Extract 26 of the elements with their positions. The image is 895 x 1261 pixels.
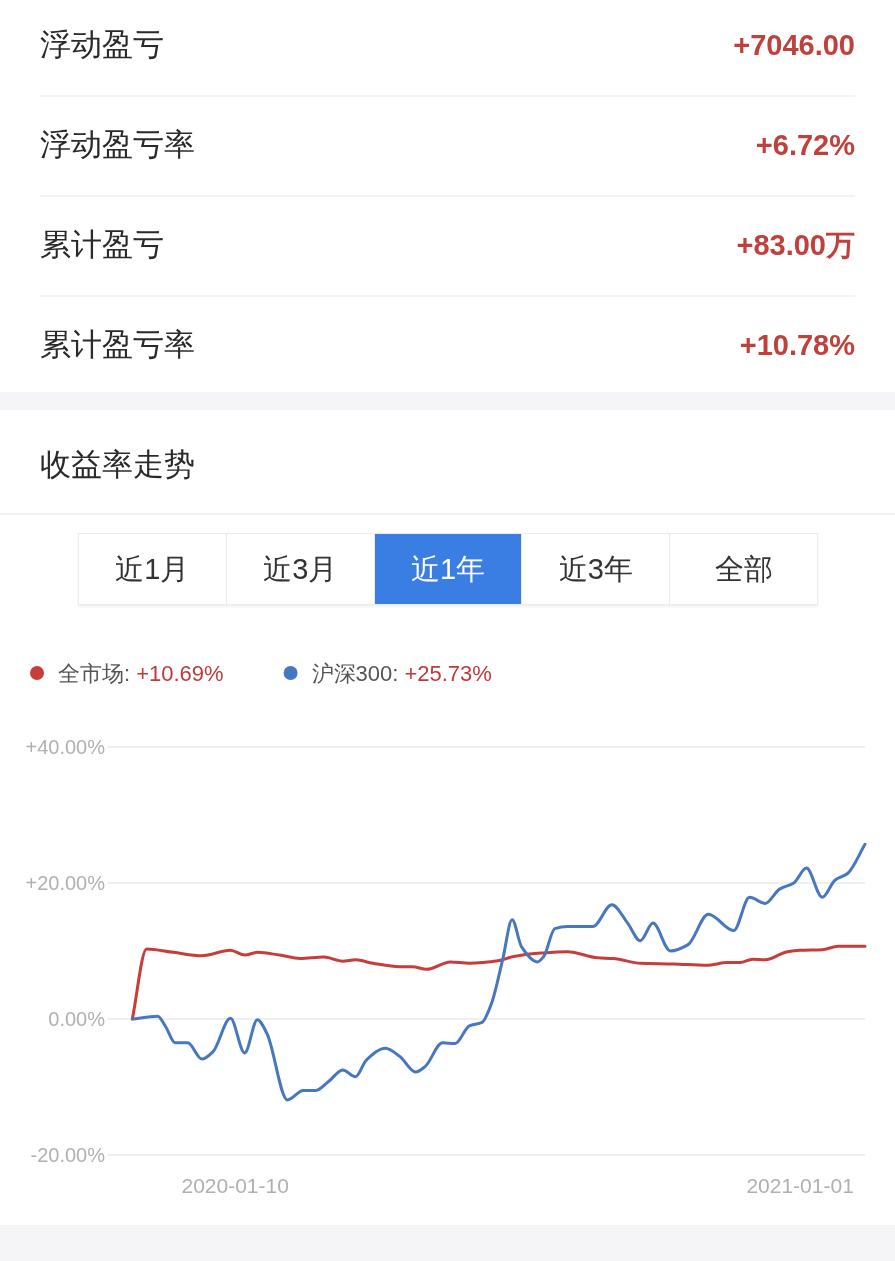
legend-item: 全市场: +10.69%	[30, 660, 224, 686]
y-tick-label: +40.00%	[25, 736, 106, 758]
text: 累计盈亏	[40, 226, 164, 264]
text: +83.00万	[736, 228, 855, 263]
legend-label: 沪深300:	[311, 660, 399, 686]
text: 近3年	[521, 534, 670, 604]
text: +6.72%	[755, 128, 855, 163]
chart-title: 收益率走势	[40, 446, 195, 484]
text: 累计盈亏率	[40, 326, 195, 364]
line-series	[130, 842, 867, 1102]
line-series	[130, 944, 867, 1021]
y-tick-label: -20.00%	[30, 1144, 106, 1166]
legend-item: 沪深300: +25.73%	[283, 660, 492, 686]
y-tick-label: +20.00%	[25, 872, 106, 894]
x-tick-label: 2020-01-10	[181, 1173, 289, 1197]
text: +10.78%	[739, 328, 855, 363]
text: 浮动盈亏率	[40, 126, 195, 164]
text: 近3月	[225, 534, 374, 604]
legend-label: 全市场:	[58, 660, 131, 686]
text: 近1月	[114, 552, 191, 587]
x-tick-label: 2021-01-01	[746, 1173, 854, 1197]
text: 全部	[669, 534, 817, 604]
text: +7046.00	[733, 28, 855, 63]
text: 浮动盈亏	[40, 26, 164, 64]
text: 近1年	[373, 534, 522, 604]
y-tick-label: 0.00%	[48, 1008, 106, 1030]
